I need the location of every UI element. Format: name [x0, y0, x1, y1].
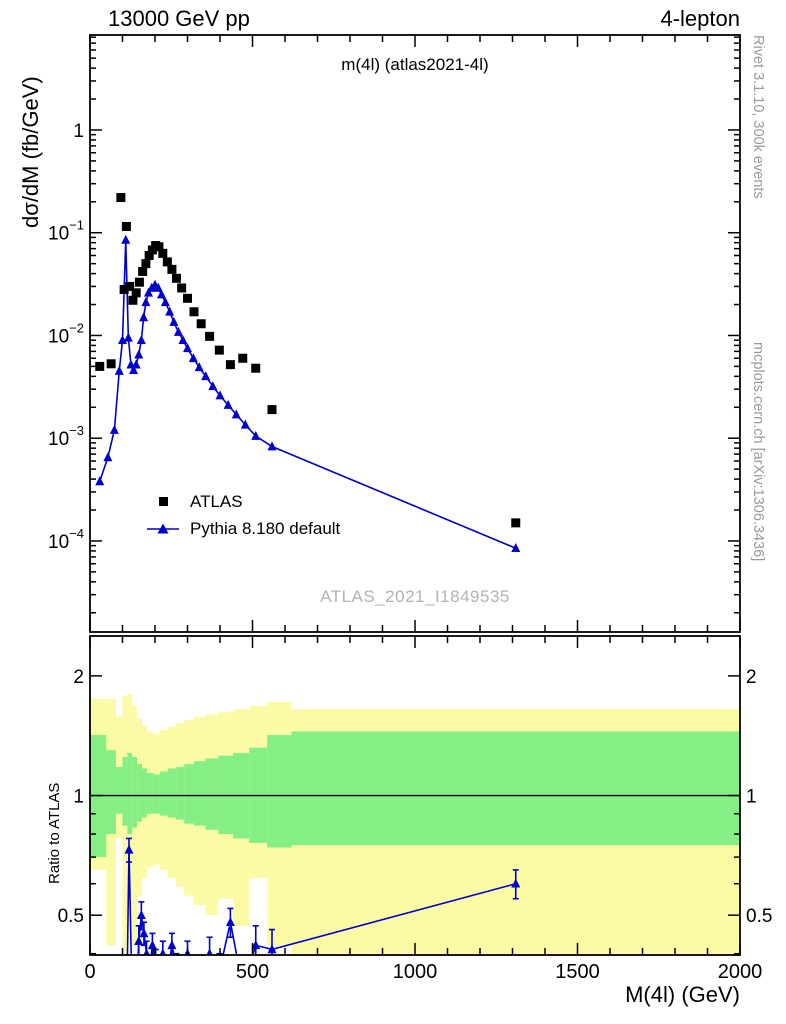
mcplots-note: mcplots.cern.ch [arXiv:1306.3436]	[750, 342, 766, 562]
rivet-version-note: Rivet 3.1.10, 300k events	[750, 35, 766, 199]
y-axis-label-main: dσ/dM (fb/GeV)	[18, 76, 43, 228]
x-axis-label: M(4l) (GeV)	[625, 982, 740, 1007]
black-square-marker-icon	[159, 497, 168, 506]
y-axis-label-ratio: Ratio to ATLAS	[46, 782, 63, 884]
legend-item-atlas: ATLAS	[146, 488, 340, 515]
plot-title: m(4l) (atlas2021-4l)	[341, 55, 489, 74]
legend: ATLAS Pythia 8.180 default	[146, 488, 340, 542]
analysis-group-label: 4-lepton	[660, 6, 740, 31]
legend-label-pythia: Pythia 8.180 default	[190, 518, 341, 538]
legend-label-atlas: ATLAS	[190, 491, 243, 511]
legend-item-pythia: Pythia 8.180 default	[146, 515, 340, 542]
watermark: ATLAS_2021_I1849535	[320, 587, 510, 606]
beam-energy-label: 13000 GeV pp	[108, 6, 250, 31]
blue-triangle-line-marker-icon	[147, 523, 179, 534]
